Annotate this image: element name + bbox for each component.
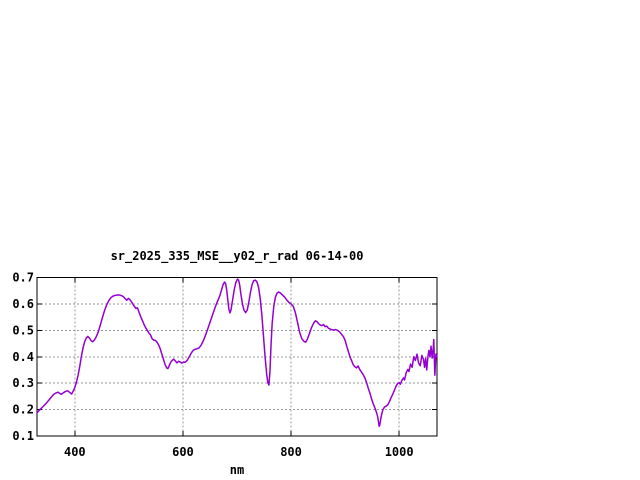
x-tick-label: 400 [64,445,86,459]
series-line [36,278,438,427]
y-tick-label: 0.7 [12,271,34,285]
y-tick-label: 0.4 [12,350,34,364]
x-tick-label: 600 [172,445,194,459]
y-tick-label: 0.2 [12,403,34,417]
grid-lines [37,277,437,436]
y-tick-labels: 0.1 0.2 0.3 0.4 0.5 0.6 0.7 [12,271,34,444]
y-tick-label: 0.5 [12,323,34,337]
chart-title: sr_2025_335_MSE__y02_r_rad 06-14-00 [111,249,364,264]
x-tick-label: 800 [280,445,302,459]
y-tick-label: 0.6 [12,297,34,311]
y-tick-label: 0.3 [12,376,34,390]
x-tick-label: 1000 [385,445,414,459]
x-tick-labels: 400 600 800 1000 [64,445,414,459]
y-tick-label: 0.1 [12,429,34,443]
x-axis-label: nm [230,463,244,477]
